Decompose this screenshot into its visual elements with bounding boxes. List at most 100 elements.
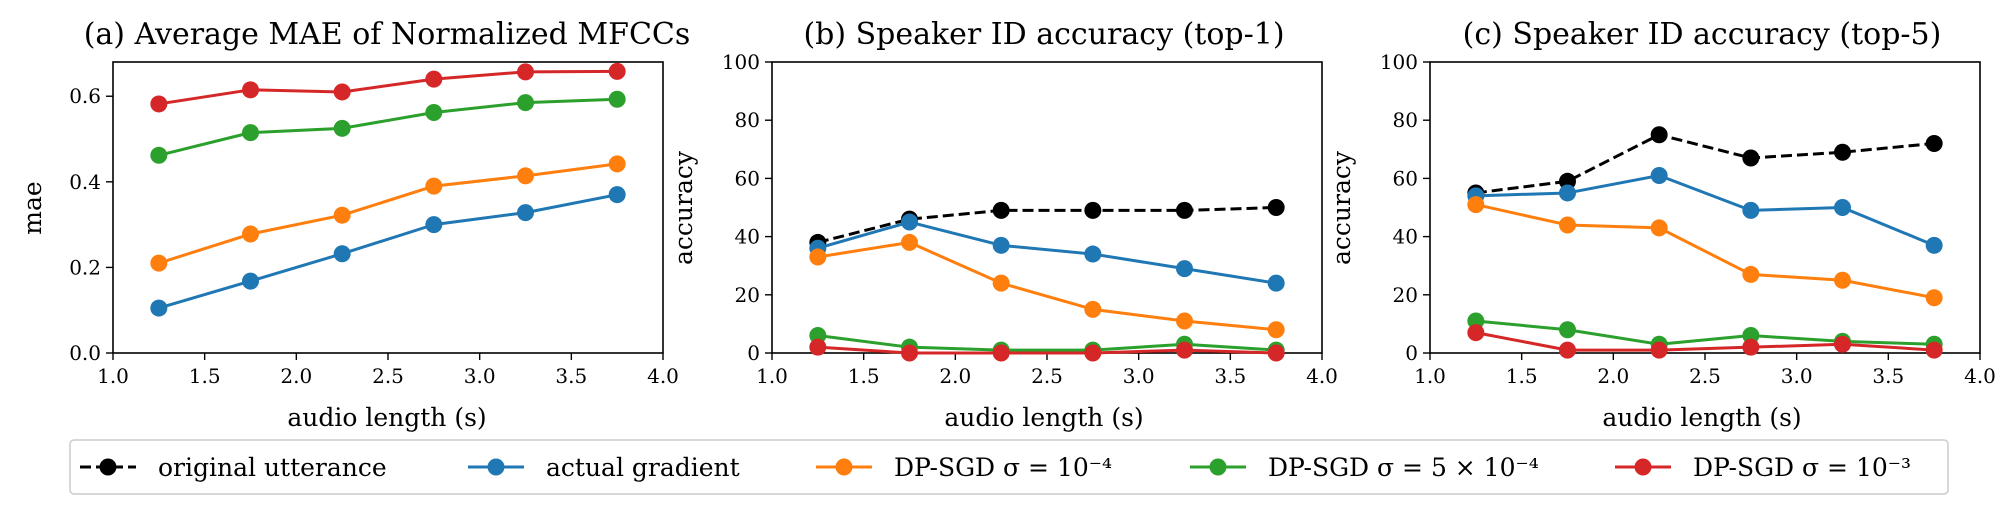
subplot-b-series-actual-point	[992, 236, 1010, 254]
subplot-c-series-dp1e4-point	[1834, 271, 1851, 289]
subplot-a-series-dp1e4-point	[517, 167, 534, 185]
subplot-c-series-dp1e4-point	[1925, 289, 1943, 307]
subplot-c-series-dp5e4-point	[1742, 327, 1760, 345]
subplot-c-series-actual-point	[1650, 166, 1668, 184]
subplot-c-series-actual-point	[1925, 236, 1943, 254]
subplot-c-series-original-point	[1559, 172, 1576, 190]
subplot-c-series-dp5e4-point	[1559, 321, 1576, 339]
subplot-b-series-dp1e3-point	[1267, 344, 1285, 362]
subplot-a-ytick-label: 0.2	[69, 255, 101, 279]
legend-items: original utterance actual gradient DP-SGD …	[80, 453, 1911, 482]
subplot-a-ytick-label: 0.4	[69, 170, 101, 194]
subplot-a-series-actual-point	[242, 272, 259, 290]
subplot-a-series-dp5e4-point	[242, 124, 259, 142]
subplot-a-series-dp5e4-point	[425, 103, 443, 121]
subplot-b-series-dp1e4-point	[992, 274, 1010, 292]
subplot-a-title: (a) Average MAE of Normalized MFCCs	[84, 17, 691, 52]
subplot-b-series-original-point	[1267, 199, 1285, 216]
subplot-a-series-dp1e4-point	[150, 254, 168, 272]
subplot-b-series-dp1e4-point	[809, 248, 827, 266]
subplot-b-series-dp1e4-point	[1084, 300, 1102, 318]
subplot-b-title: (b) Speaker ID accuracy (top-1)	[803, 17, 1284, 52]
subplot-c-ytick-label: 20	[1393, 283, 1418, 307]
subplot-b-ytick-label: 0	[747, 341, 760, 365]
subplot-c-xtick-label: 2.5	[1689, 364, 1721, 388]
subplot-b-ytick-label: 100	[722, 50, 760, 74]
subplot-b-series-dp1e3-point	[901, 344, 918, 362]
subplot-c-frame	[1429, 61, 1981, 354]
legend-actual-label: actual gradient	[546, 453, 740, 482]
subplot-b-xtick-label: 1.5	[848, 364, 880, 388]
subplot-c-ylabel: accuracy	[1327, 150, 1356, 265]
subplot-c-series-dp1e3-line	[1475, 331, 1935, 352]
subplot-b-xlabel: audio length (s)	[944, 403, 1143, 432]
subplot-c-series-dp1e4-line	[1475, 203, 1935, 300]
legend-dp1e4-label: DP-SGD σ = 10⁻⁴	[894, 453, 1112, 482]
subplot-c-series-dp1e3-point	[1650, 341, 1668, 359]
subplot-c-xtick-label: 2.0	[1597, 364, 1629, 388]
subplot-a-series-actual-point	[517, 204, 534, 222]
subplot-c-series-actual-point	[1742, 201, 1760, 219]
subplot-a-ylabel: mae	[18, 181, 47, 234]
subplot-b-ylabel: accuracy	[669, 150, 698, 265]
subplot-b-series-dp1e4-point	[1176, 312, 1193, 330]
subplot-a-series-dp1e3-point	[333, 83, 351, 101]
subplot-a-series-dp1e3-line	[158, 69, 618, 106]
subplot-a-series-actual-point	[150, 299, 168, 317]
subplot-b-ytick-label: 20	[735, 283, 760, 307]
subplot-b-ytick-label: 60	[735, 166, 760, 190]
subplot-a-xtick-label: 2.5	[372, 364, 404, 388]
subplot-c-series-dp1e4-point	[1650, 219, 1668, 237]
subplot-b-xtick-label: 2.5	[1031, 364, 1063, 388]
subplot-c-xtick-label: 1.0	[1414, 364, 1446, 388]
legend-dp5e4-label: DP-SGD σ = 5 × 10⁻⁴	[1268, 453, 1539, 482]
subplot-c-ytick-label: 60	[1393, 166, 1418, 190]
subplot-b-series-dp5e4-line	[817, 334, 1277, 352]
subplot-a-series-dp1e4-point	[608, 155, 626, 173]
subplot-a-xtick-label: 1.0	[97, 364, 129, 388]
subplot-b-series-dp1e3-point	[1084, 344, 1102, 362]
subplot-b-series-actual-point	[1267, 274, 1285, 292]
subplot-a-series-dp1e3-point	[608, 62, 626, 80]
subplot-c-series-actual-line	[1475, 173, 1935, 247]
subplot-b-series-actual-point	[901, 213, 918, 231]
legend-dp1e3-label: DP-SGD σ = 10⁻³	[1693, 453, 1911, 482]
subplot-c-series-actual-point	[1559, 184, 1576, 202]
subplot-a-xlabel: audio length (s)	[287, 403, 486, 432]
subplot-b-series-original-line	[817, 206, 1277, 244]
subplot-a-xtick-label: 1.5	[189, 364, 221, 388]
subplot-c-xtick-label: 3.5	[1872, 364, 1904, 388]
subplot-a-series-dp5e4-point	[608, 90, 626, 108]
subplot-c-series-dp1e4-point	[1467, 196, 1485, 214]
subplot-a-series-dp1e3-point	[517, 63, 534, 81]
legend: original utterance actual gradient DP-SGD …	[69, 439, 1949, 495]
subplot-a-series-dp5e4-line	[158, 97, 618, 157]
subplot-a-xtick-label: 3.0	[464, 364, 496, 388]
legend-actual-swatch-marker	[487, 458, 505, 476]
subplot-a-xtick-label: 2.0	[280, 364, 312, 388]
subplot-b-series-dp5e4-point	[809, 327, 827, 345]
subplot-b-xtick-label: 4.0	[1306, 364, 1338, 388]
subplot-a-series-dp1e3-point	[150, 95, 168, 113]
subplot-c-series-dp1e3-point	[1742, 338, 1760, 356]
subplot-a-ytick-label: 0.0	[69, 341, 101, 365]
subplot-b-plot: 1.0 1.5 2.0 2.5 3.0 3.5 4.0 0 20 40 60 80 100	[722, 50, 1338, 388]
subplot-b-series-actual-point	[1176, 260, 1193, 278]
legend-dp1e4-swatch-marker	[835, 458, 853, 476]
subplot-a-series-dp1e3-point	[242, 81, 259, 99]
subplot-b-series-dp1e4-point	[901, 233, 918, 251]
subplot-a: (a) Average MAE of Normalized MFCCs audi…	[18, 17, 690, 432]
subplot-c-series-dp1e4-point	[1559, 216, 1576, 234]
subplot-a-plot: 1.0 1.5 2.0 2.5 3.0 3.5 4.0 0.0 0.2 0.4 0.6	[69, 61, 679, 388]
subplot-a-ytick-label: 0.6	[69, 84, 101, 108]
subplot-a-series-dp1e4-point	[425, 177, 443, 195]
subplot-c-ytick-label: 0	[1405, 341, 1418, 365]
legend-dp1e3-swatch-marker	[1634, 458, 1652, 476]
subplot-c-xtick-label: 1.5	[1506, 364, 1538, 388]
subplot-a-series-dp1e4-point	[242, 225, 259, 243]
subplot-b-series-dp1e3-line	[817, 345, 1277, 355]
subplot-b-ytick-label: 40	[735, 225, 760, 249]
subplot-c-series-original-point	[1650, 126, 1668, 144]
subplot-b-series-original-point	[1176, 201, 1193, 219]
